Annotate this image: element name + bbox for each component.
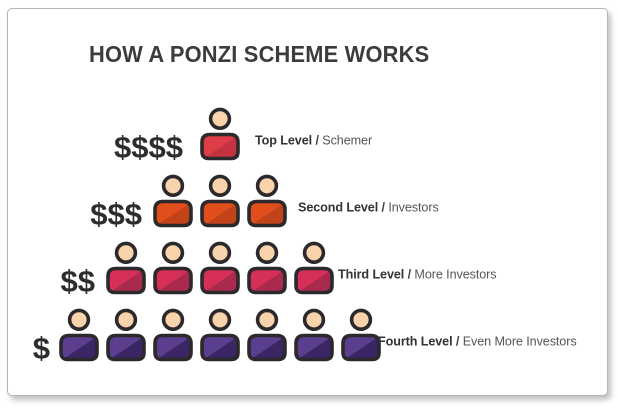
person-icon xyxy=(247,241,287,295)
person-icon xyxy=(153,174,193,228)
person-icon xyxy=(200,174,240,228)
person-icon xyxy=(341,308,381,362)
person-icon xyxy=(247,174,287,228)
people-group-level-3 xyxy=(106,241,334,295)
people-group-level-2 xyxy=(153,174,287,228)
level-label-1: Top Level / Schemer xyxy=(255,132,373,148)
people-group-level-4 xyxy=(59,308,381,362)
card xyxy=(7,8,608,396)
dollar-amount-level-1: $$$$ xyxy=(114,129,183,165)
person-icon xyxy=(200,308,240,362)
level-label-2: Second Level / Investors xyxy=(298,199,439,215)
dollar-amount-level-2: $$$ xyxy=(90,196,142,232)
people-group-level-1 xyxy=(200,107,240,161)
person-icon xyxy=(200,241,240,295)
dollar-amount-level-3: $$ xyxy=(60,263,95,299)
level-label-3: Third Level / More Investors xyxy=(338,266,497,282)
person-icon xyxy=(106,241,146,295)
person-icon xyxy=(153,241,193,295)
person-icon xyxy=(200,107,240,161)
person-icon xyxy=(294,308,334,362)
person-icon xyxy=(106,308,146,362)
person-icon xyxy=(294,241,334,295)
person-icon xyxy=(153,308,193,362)
level-label-4: Fourth Level / Even More Investors xyxy=(378,333,577,349)
page-title: HOW A PONZI SCHEME WORKS xyxy=(89,41,430,67)
person-icon xyxy=(59,308,99,362)
dollar-amount-level-4: $ xyxy=(32,330,50,366)
person-icon xyxy=(247,308,287,362)
